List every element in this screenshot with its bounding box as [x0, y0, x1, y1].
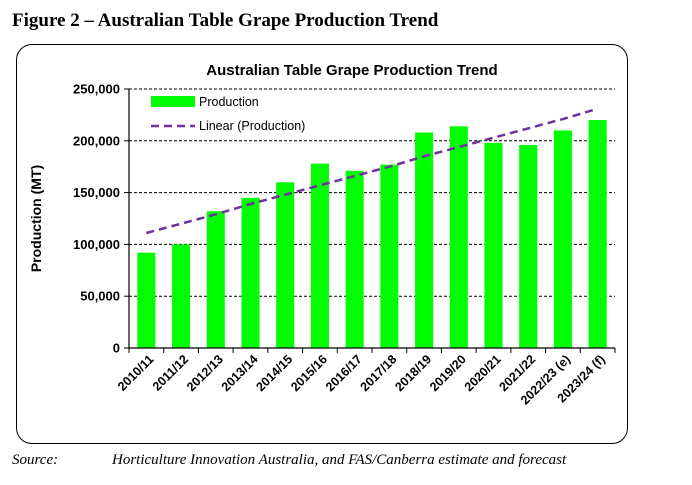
figure-caption: Figure 2 – Australian Table Grape Produc…	[12, 10, 439, 31]
x-tick-label: 2018/19	[392, 352, 434, 394]
bar-2011-12	[172, 244, 191, 348]
x-tick-label: 2011/12	[150, 352, 191, 393]
bar-2015-16	[310, 163, 329, 348]
x-tick-label: 2017/18	[358, 352, 400, 394]
x-tick-label: 2019/20	[427, 352, 469, 394]
source-text: Horticulture Innovation Australia, and F…	[112, 452, 567, 468]
bar-2012-13	[206, 211, 225, 348]
y-tick-label: 150,000	[73, 185, 120, 200]
y-tick-label: 50,000	[80, 289, 120, 304]
x-tick-label: 2013/14	[219, 352, 261, 394]
bar-2014-15	[276, 182, 295, 348]
legend-swatch-production	[151, 96, 195, 107]
legend-label-trendline: Linear (Production)	[199, 119, 305, 133]
bar-2010-11	[137, 252, 156, 348]
x-tick-label: 2015/16	[288, 352, 330, 394]
bar-2022-23-e	[553, 130, 572, 348]
y-tick-label: 0	[113, 341, 120, 356]
x-tick-label: 2020/21	[462, 352, 504, 394]
bar-2013-14	[241, 197, 260, 348]
bar-2019-20	[449, 126, 468, 349]
x-tick-label: 2012/13	[184, 352, 226, 394]
source-note: Source: Horticulture Innovation Australi…	[12, 452, 566, 469]
chart-title: Australian Table Grape Production Trend	[206, 62, 497, 79]
x-tick-label: 2014/15	[253, 352, 295, 394]
y-tick-label: 100,000	[73, 237, 120, 252]
source-label: Source:	[12, 452, 59, 468]
x-tick-label: 2010/11	[115, 352, 156, 393]
chart-frame: Australian Table Grape Production Trend 0…	[16, 44, 628, 444]
bar-2016-17	[345, 170, 364, 348]
bar-chart: Australian Table Grape Production Trend 0…	[28, 62, 616, 407]
bar-2021-22	[519, 144, 538, 348]
bar-2020-21	[484, 142, 503, 348]
x-tick-label: 2016/17	[323, 352, 365, 394]
bar-2017-18	[380, 164, 399, 348]
y-tick-label: 250,000	[73, 82, 120, 97]
y-tick-label: 200,000	[73, 133, 120, 148]
bar-2018-19	[415, 132, 434, 348]
legend-label-production: Production	[199, 95, 259, 109]
y-axis-label: Production (MT)	[28, 165, 44, 272]
bar-2023-24-f	[588, 120, 607, 348]
